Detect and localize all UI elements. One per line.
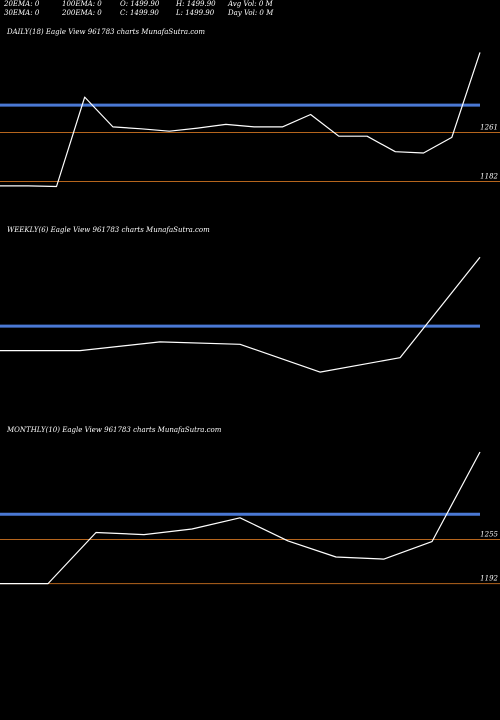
monthly-panel-title: MONTHLY(10) Eagle View 961783 charts Mun… (7, 426, 222, 434)
ema200-readout: 200EMA: 0 (62, 9, 102, 17)
daily-level-label-1: 1182 (480, 173, 498, 181)
close-readout: C: 1499.90 (120, 9, 159, 17)
weekly-price-line (0, 256, 481, 373)
monthly-level-label-1: 1192 (480, 575, 498, 583)
ema30-readout: 30EMA: 0 (4, 9, 40, 17)
daily-price-line (0, 52, 481, 188)
avg-vol-readout: Avg Vol: 0 M (228, 0, 273, 8)
open-readout: O: 1499.90 (120, 0, 160, 8)
weekly-panel-title: WEEKLY(6) Eagle View 961783 charts Munaf… (7, 226, 210, 234)
monthly-level-label-0: 1255 (480, 531, 498, 539)
daily-panel: 1261 1182 (0, 52, 500, 188)
low-readout: L: 1499.90 (176, 9, 215, 17)
daily-level-label-0: 1261 (480, 123, 498, 131)
ema100-readout: 100EMA: 0 (62, 0, 102, 8)
monthly-price-line (0, 451, 481, 585)
monthly-panel: 1255 1192 (0, 451, 500, 585)
day-vol-readout: Day Vol: 0 M (228, 9, 274, 17)
ema20-readout: 20EMA: 0 (4, 0, 40, 8)
high-readout: H: 1499.90 (176, 0, 216, 8)
daily-panel-title: DAILY(18) Eagle View 961783 charts Munaf… (7, 28, 206, 36)
weekly-panel (0, 256, 481, 373)
